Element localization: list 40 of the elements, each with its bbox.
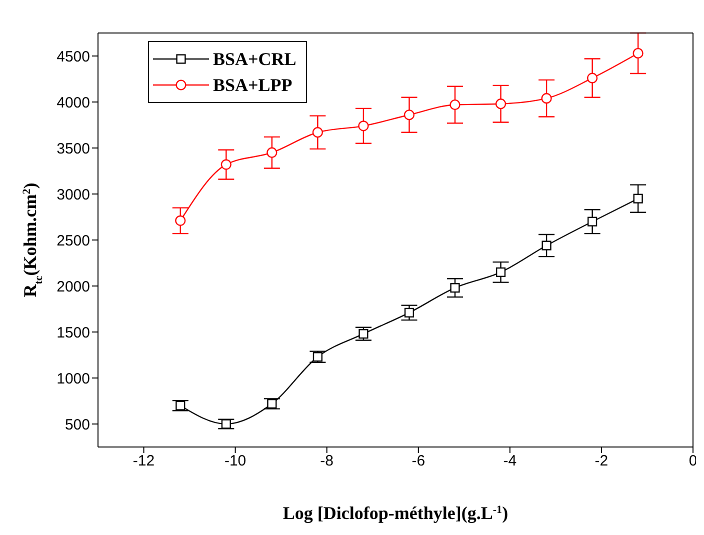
x-tick-label: -4 [503, 452, 517, 470]
point [496, 267, 506, 277]
point [312, 127, 323, 138]
point [312, 352, 322, 362]
point [588, 216, 598, 226]
y-tick-label: 3500 [56, 140, 90, 158]
y-tick-label: 500 [64, 416, 90, 434]
legend-label: BSA+LPP [213, 74, 292, 96]
point [404, 110, 415, 120]
y-tick-label: 3000 [56, 186, 90, 204]
legend-label: BSA+CRL [213, 48, 296, 70]
point [358, 120, 369, 132]
point [221, 419, 231, 429]
y-tick-label: 4500 [56, 48, 90, 66]
x-tick-label: -10 [224, 452, 246, 470]
point [632, 48, 644, 59]
x-tick-label: -6 [412, 452, 426, 470]
x-tick-label: -2 [594, 452, 608, 470]
point [267, 398, 277, 409]
y-tick-label: 2000 [56, 278, 90, 296]
point [450, 99, 460, 110]
point [633, 194, 643, 204]
point [541, 93, 552, 104]
point [175, 215, 186, 226]
point [220, 159, 232, 170]
point [358, 329, 368, 339]
y-tick-label: 4000 [56, 94, 90, 112]
point [404, 308, 414, 318]
point [495, 98, 506, 110]
y-tick-label: 1500 [56, 324, 90, 342]
point [542, 240, 552, 250]
point [450, 283, 460, 293]
x-axis-title: Log [Diclofop-méthyle](g.L$^{-1}$) [282, 503, 508, 523]
y-tick-label: 1000 [56, 370, 90, 388]
y-tick-label: 2500 [56, 232, 90, 250]
point [587, 72, 598, 84]
point [266, 147, 278, 158]
x-tick-label: -8 [320, 452, 334, 470]
point [176, 400, 186, 410]
x-tick-label: -12 [132, 452, 155, 470]
